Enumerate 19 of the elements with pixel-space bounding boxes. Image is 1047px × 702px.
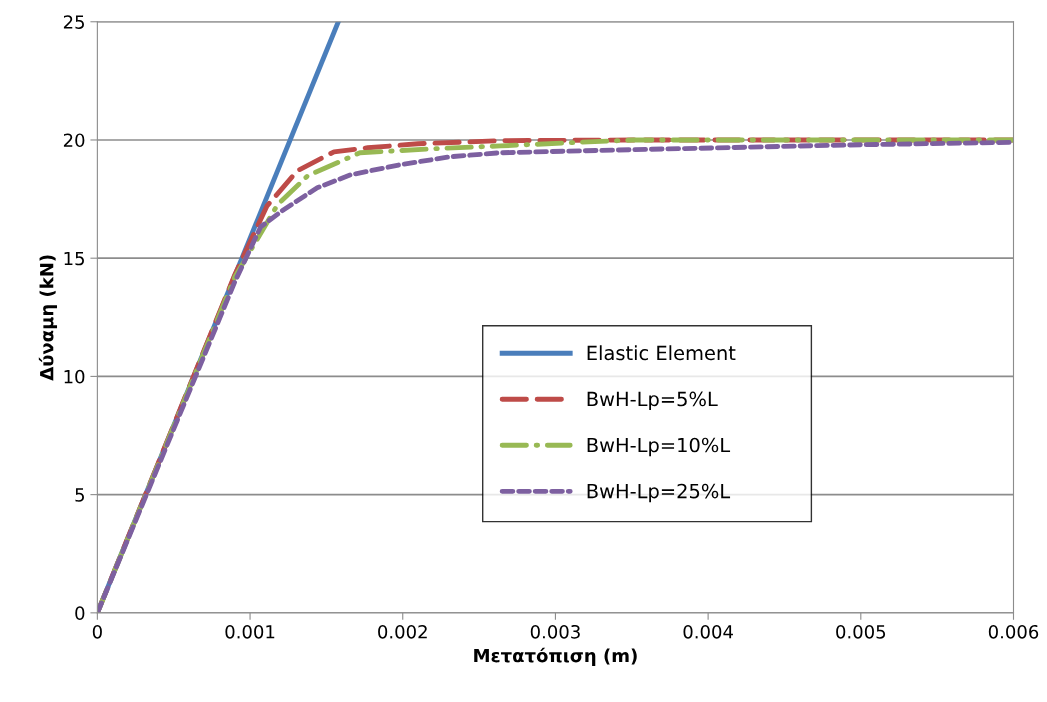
y-tick-label: 15	[64, 251, 84, 266]
legend-label: BwH-Lp=5%L	[587, 391, 718, 411]
y-tick-label: 20	[63, 133, 85, 148]
y-tick-label: 10	[64, 369, 85, 384]
x-tick-label: 0.005	[836, 624, 886, 639]
y-tick-label: 0	[75, 606, 85, 620]
y-tick-label: 25	[63, 15, 84, 29]
x-tick-label: 0.004	[683, 624, 733, 639]
x-axis-title: Μετατόπιση (m)	[474, 647, 637, 666]
x-tick-label: 0.002	[378, 624, 427, 639]
y-axis-title: Δύναμη (kN)	[38, 255, 58, 381]
legend-label: Elastic Element	[587, 345, 736, 361]
legend-label: BwH-Lp=25%L	[587, 483, 731, 503]
x-tick-label: 0.001	[225, 624, 275, 639]
x-tick-label: 0.003	[530, 624, 580, 639]
x-tick-label: 0.006	[988, 624, 1039, 639]
legend-label: BwH-Lp=10%L	[587, 437, 731, 457]
y-tick-label: 5	[75, 488, 84, 502]
x-tick-label: 0	[92, 624, 102, 639]
